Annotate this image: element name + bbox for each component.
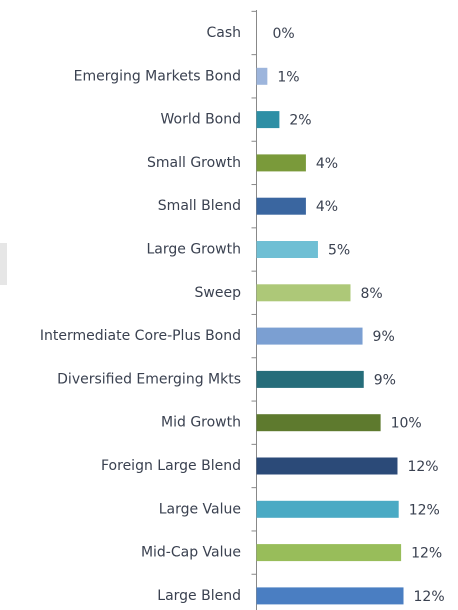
side-tab bbox=[0, 243, 7, 285]
category-label: World Bond bbox=[161, 112, 242, 128]
value-label: 8% bbox=[360, 286, 382, 302]
value-label: 10% bbox=[391, 416, 422, 432]
bar bbox=[256, 370, 364, 388]
bar bbox=[256, 544, 402, 562]
category-label: Large Growth bbox=[146, 242, 241, 258]
bar bbox=[256, 414, 381, 432]
value-label: 12% bbox=[409, 502, 440, 518]
value-label: 0% bbox=[273, 26, 295, 42]
value-label: 12% bbox=[407, 459, 438, 475]
category-label: Emerging Markets Bond bbox=[74, 68, 241, 84]
value-label: 1% bbox=[277, 69, 299, 85]
bar bbox=[256, 154, 306, 172]
value-label: 12% bbox=[411, 546, 442, 562]
category-label: Sweep bbox=[195, 285, 242, 301]
value-label: 2% bbox=[289, 113, 311, 129]
bar bbox=[256, 111, 280, 129]
category-label: Large Blend bbox=[157, 588, 241, 604]
bar bbox=[256, 284, 351, 302]
category-label: Mid Growth bbox=[161, 415, 241, 431]
category-label: Mid-Cap Value bbox=[141, 545, 241, 561]
category-label: Intermediate Core-Plus Bond bbox=[40, 328, 241, 344]
category-label: Foreign Large Blend bbox=[101, 458, 241, 474]
value-label: 5% bbox=[328, 243, 350, 259]
category-label: Small Blend bbox=[158, 198, 241, 214]
bar bbox=[256, 457, 398, 475]
bar bbox=[256, 500, 399, 518]
bar bbox=[256, 241, 318, 258]
value-label: 9% bbox=[374, 372, 396, 388]
value-label: 12% bbox=[414, 589, 445, 605]
bar bbox=[256, 587, 404, 605]
bar bbox=[256, 67, 268, 85]
category-label: Large Value bbox=[159, 501, 241, 517]
category-label: Cash bbox=[206, 25, 241, 41]
bar bbox=[256, 197, 306, 215]
value-label: 4% bbox=[316, 199, 338, 215]
category-label: Small Growth bbox=[147, 155, 241, 171]
value-label: 9% bbox=[373, 329, 395, 345]
bar bbox=[256, 327, 363, 345]
category-label: Diversified Emerging Mkts bbox=[57, 371, 241, 387]
value-label: 4% bbox=[316, 156, 338, 172]
